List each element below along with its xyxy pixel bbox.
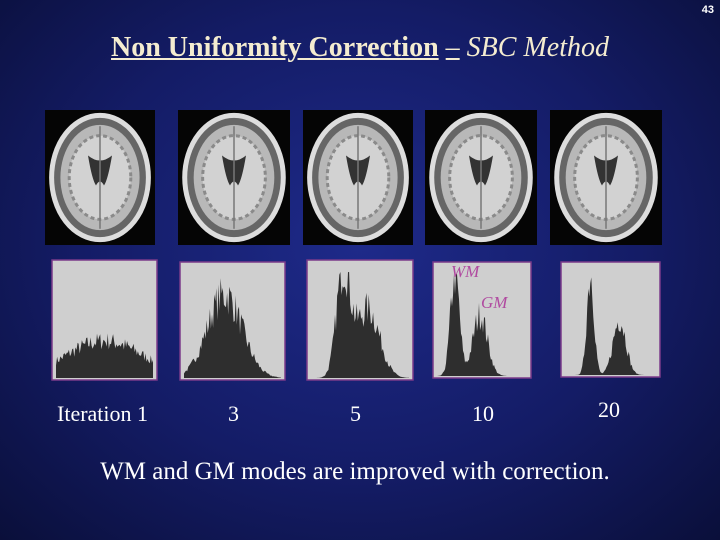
gm-label: GM <box>481 293 508 312</box>
title-method: SBC Method <box>466 32 609 63</box>
histogram <box>565 277 656 375</box>
iteration-label: 3 <box>228 401 239 426</box>
histogram <box>56 333 153 378</box>
histogram-frame <box>560 261 661 378</box>
histogram <box>184 278 281 378</box>
title-main: Non Uniformity Correction <box>111 32 439 63</box>
iteration-label: 10 <box>472 401 494 426</box>
page-number: 43 <box>701 4 714 16</box>
title-separator: – <box>445 32 460 63</box>
histogram <box>437 274 527 376</box>
wm-label: WM <box>451 262 480 281</box>
iteration-label: 5 <box>350 401 361 426</box>
iteration-label: 20 <box>598 397 620 422</box>
caption: WM and GM modes are improved with correc… <box>100 458 610 485</box>
histogram <box>311 272 409 378</box>
title: Non Uniformity Correction – SBC Method <box>0 32 720 64</box>
iteration-label: Iteration 1 <box>57 401 149 426</box>
